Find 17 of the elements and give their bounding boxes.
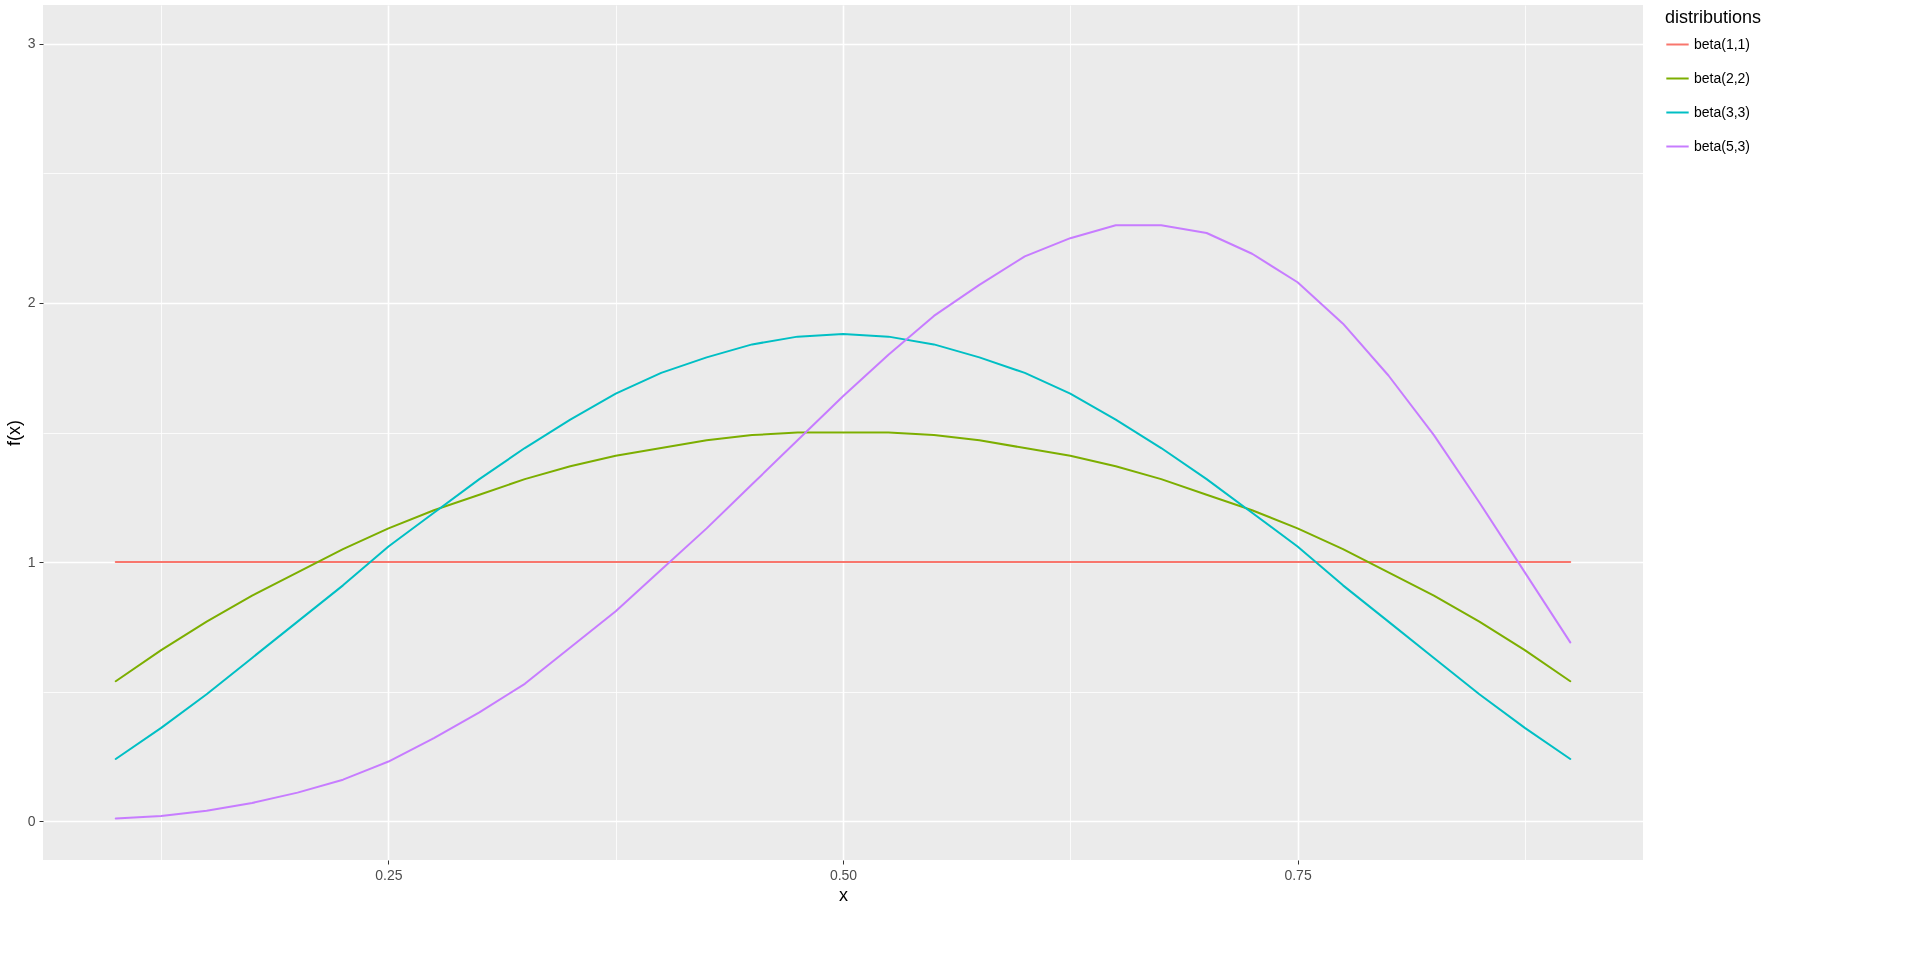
x-axis-title: x bbox=[839, 884, 848, 905]
y-tick-label: 1 bbox=[27, 553, 36, 570]
y-tick-label: 3 bbox=[27, 35, 36, 52]
legend-label: beta(5,3) bbox=[1694, 137, 1751, 154]
y-tick-label: 0 bbox=[27, 812, 36, 829]
x-tick-label: 0.25 bbox=[375, 866, 403, 883]
legend-label: beta(2,2) bbox=[1694, 69, 1751, 86]
legend-label: beta(1,1) bbox=[1694, 35, 1751, 52]
line-series bbox=[114, 333, 1572, 760]
y-axis-title: f(x) bbox=[3, 420, 24, 446]
legend-label: beta(3,3) bbox=[1694, 103, 1751, 120]
y-tick-label: 2 bbox=[27, 294, 36, 311]
line-series bbox=[114, 431, 1572, 683]
line-series bbox=[114, 224, 1572, 820]
x-tick-label: 0.75 bbox=[1284, 866, 1312, 883]
legend-title: distributions bbox=[1665, 7, 1762, 27]
x-tick-label: 0.50 bbox=[829, 866, 858, 883]
